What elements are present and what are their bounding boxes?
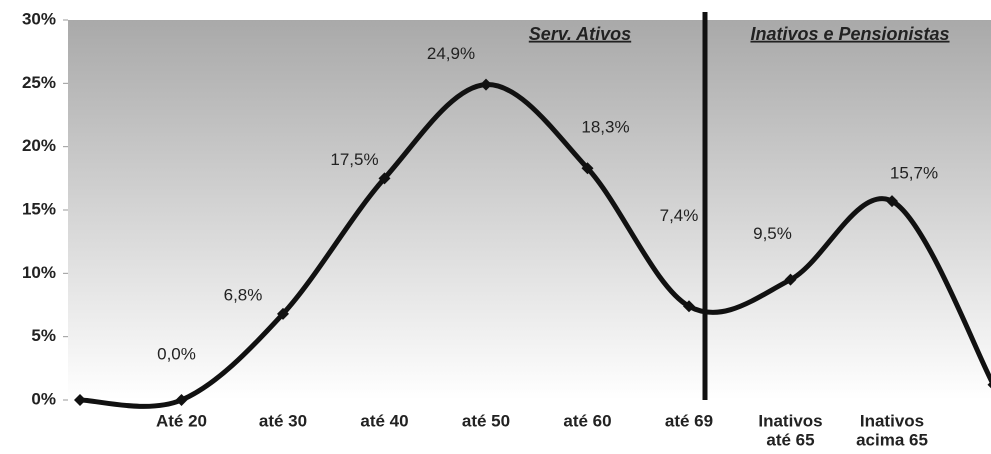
data-label: 6,8% [224, 285, 263, 304]
x-tick-label: Inativos [860, 411, 924, 430]
y-tick-label: 0% [31, 389, 56, 408]
y-tick-label: 30% [22, 9, 56, 28]
x-tick-label: até 30 [259, 411, 307, 430]
x-tick-label: até 65 [766, 430, 814, 449]
data-label: 24,9% [427, 44, 475, 63]
y-tick-label: 20% [22, 136, 56, 155]
marker [784, 273, 797, 286]
x-tick-label: acima 65 [856, 430, 928, 449]
marker [987, 381, 991, 389]
data-label: 0,0% [157, 344, 196, 363]
y-tick-label: 15% [22, 199, 56, 218]
marker [74, 394, 86, 406]
y-tick-label: 25% [22, 73, 56, 92]
marker [175, 394, 188, 406]
marker [581, 162, 594, 175]
marker [480, 78, 492, 91]
y-tick-label: 5% [31, 326, 56, 345]
line [79, 82, 991, 409]
marker [378, 172, 391, 185]
x-tick-label: até 50 [462, 411, 510, 430]
marker [683, 300, 695, 313]
data-label: 15,7% [890, 164, 938, 183]
data-label: 17,5% [330, 150, 378, 169]
x-tick-label: Até 20 [156, 411, 207, 430]
marker [886, 195, 898, 208]
annotation: Inativos e Pensionistas [750, 24, 949, 44]
data-label: 7,4% [660, 206, 699, 225]
data-label: 9,5% [753, 224, 792, 243]
plot-area [68, 20, 991, 400]
x-tick-label: Inativos [758, 411, 822, 430]
x-tick-label: até 60 [563, 411, 611, 430]
x-tick-label: até 40 [360, 411, 408, 430]
x-tick-label: até 69 [665, 411, 713, 430]
marker [277, 307, 289, 320]
annotation: Serv. Ativos [529, 24, 631, 44]
data-label: 18,3% [581, 118, 629, 137]
y-tick-label: 10% [22, 263, 56, 282]
